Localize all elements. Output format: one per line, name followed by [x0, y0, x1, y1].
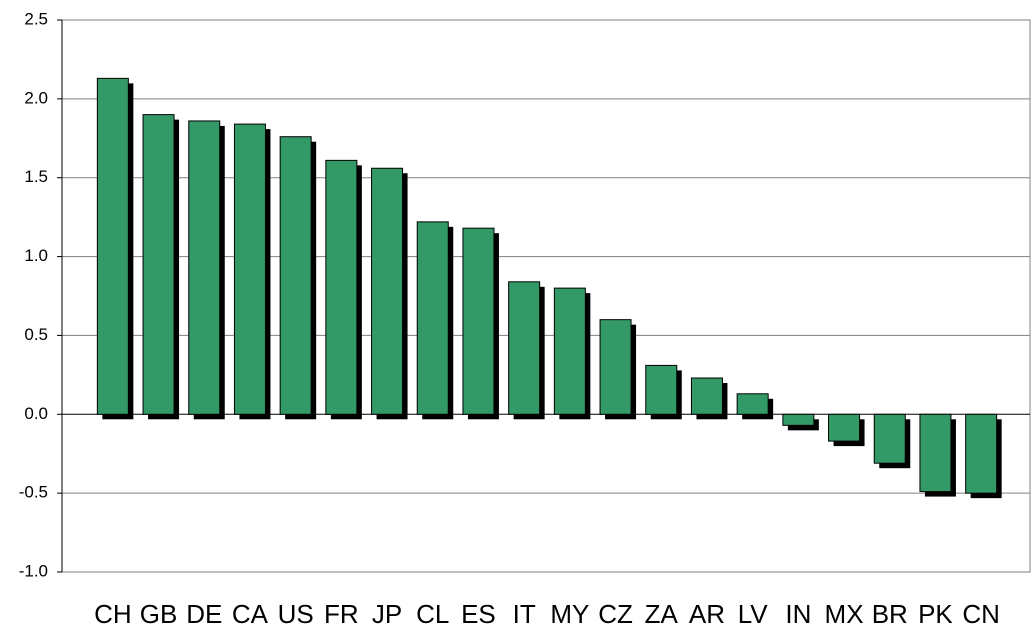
- x-tick-label: CN: [962, 599, 1000, 629]
- bar: [508, 281, 541, 415]
- x-tick-label: GB: [140, 599, 178, 629]
- bar: [782, 413, 815, 426]
- y-tick-label: -0.5: [19, 483, 48, 502]
- bar: [325, 159, 358, 415]
- y-tick-label: 0.5: [24, 325, 48, 344]
- x-tick-label: IN: [785, 599, 811, 629]
- bar: [233, 123, 266, 415]
- y-tick-label: 1.0: [24, 246, 48, 265]
- x-tick-label: JP: [372, 599, 402, 629]
- x-tick-label: CZ: [598, 599, 633, 629]
- y-tick-label: 2.5: [24, 9, 48, 28]
- bar: [279, 136, 312, 415]
- bar: [965, 413, 998, 494]
- x-tick-label: FR: [324, 599, 359, 629]
- bar: [371, 167, 404, 415]
- bar: [919, 413, 952, 493]
- y-tick-label: -1.0: [19, 561, 48, 580]
- x-tick-label: CL: [416, 599, 449, 629]
- bar: [645, 364, 678, 415]
- x-tick-label: ZA: [645, 599, 679, 629]
- bar: [873, 413, 906, 464]
- x-tick-label: PK: [918, 599, 953, 629]
- bar: [690, 377, 723, 415]
- bar: [142, 114, 175, 415]
- bar: [736, 393, 769, 415]
- x-tick-label: DE: [186, 599, 222, 629]
- x-tick-label: CA: [232, 599, 269, 629]
- x-tick-label: LV: [738, 599, 769, 629]
- x-tick-label: IT: [513, 599, 536, 629]
- x-tick-label: US: [278, 599, 314, 629]
- y-tick-label: 0.0: [24, 404, 48, 423]
- bar: [553, 287, 586, 415]
- bar: [599, 319, 632, 415]
- y-tick-label: 1.5: [24, 167, 48, 186]
- bar: [96, 77, 129, 415]
- x-tick-label: ES: [461, 599, 496, 629]
- x-tick-label: MX: [825, 599, 864, 629]
- bar: [462, 227, 495, 415]
- x-tick-label: BR: [872, 599, 908, 629]
- x-tick-label: MY: [550, 599, 589, 629]
- bar: [416, 221, 449, 415]
- x-tick-label: CH: [94, 599, 132, 629]
- bar: [188, 120, 221, 415]
- bar: [828, 413, 861, 442]
- y-tick-label: 2.0: [24, 88, 48, 107]
- x-tick-label: AR: [689, 599, 725, 629]
